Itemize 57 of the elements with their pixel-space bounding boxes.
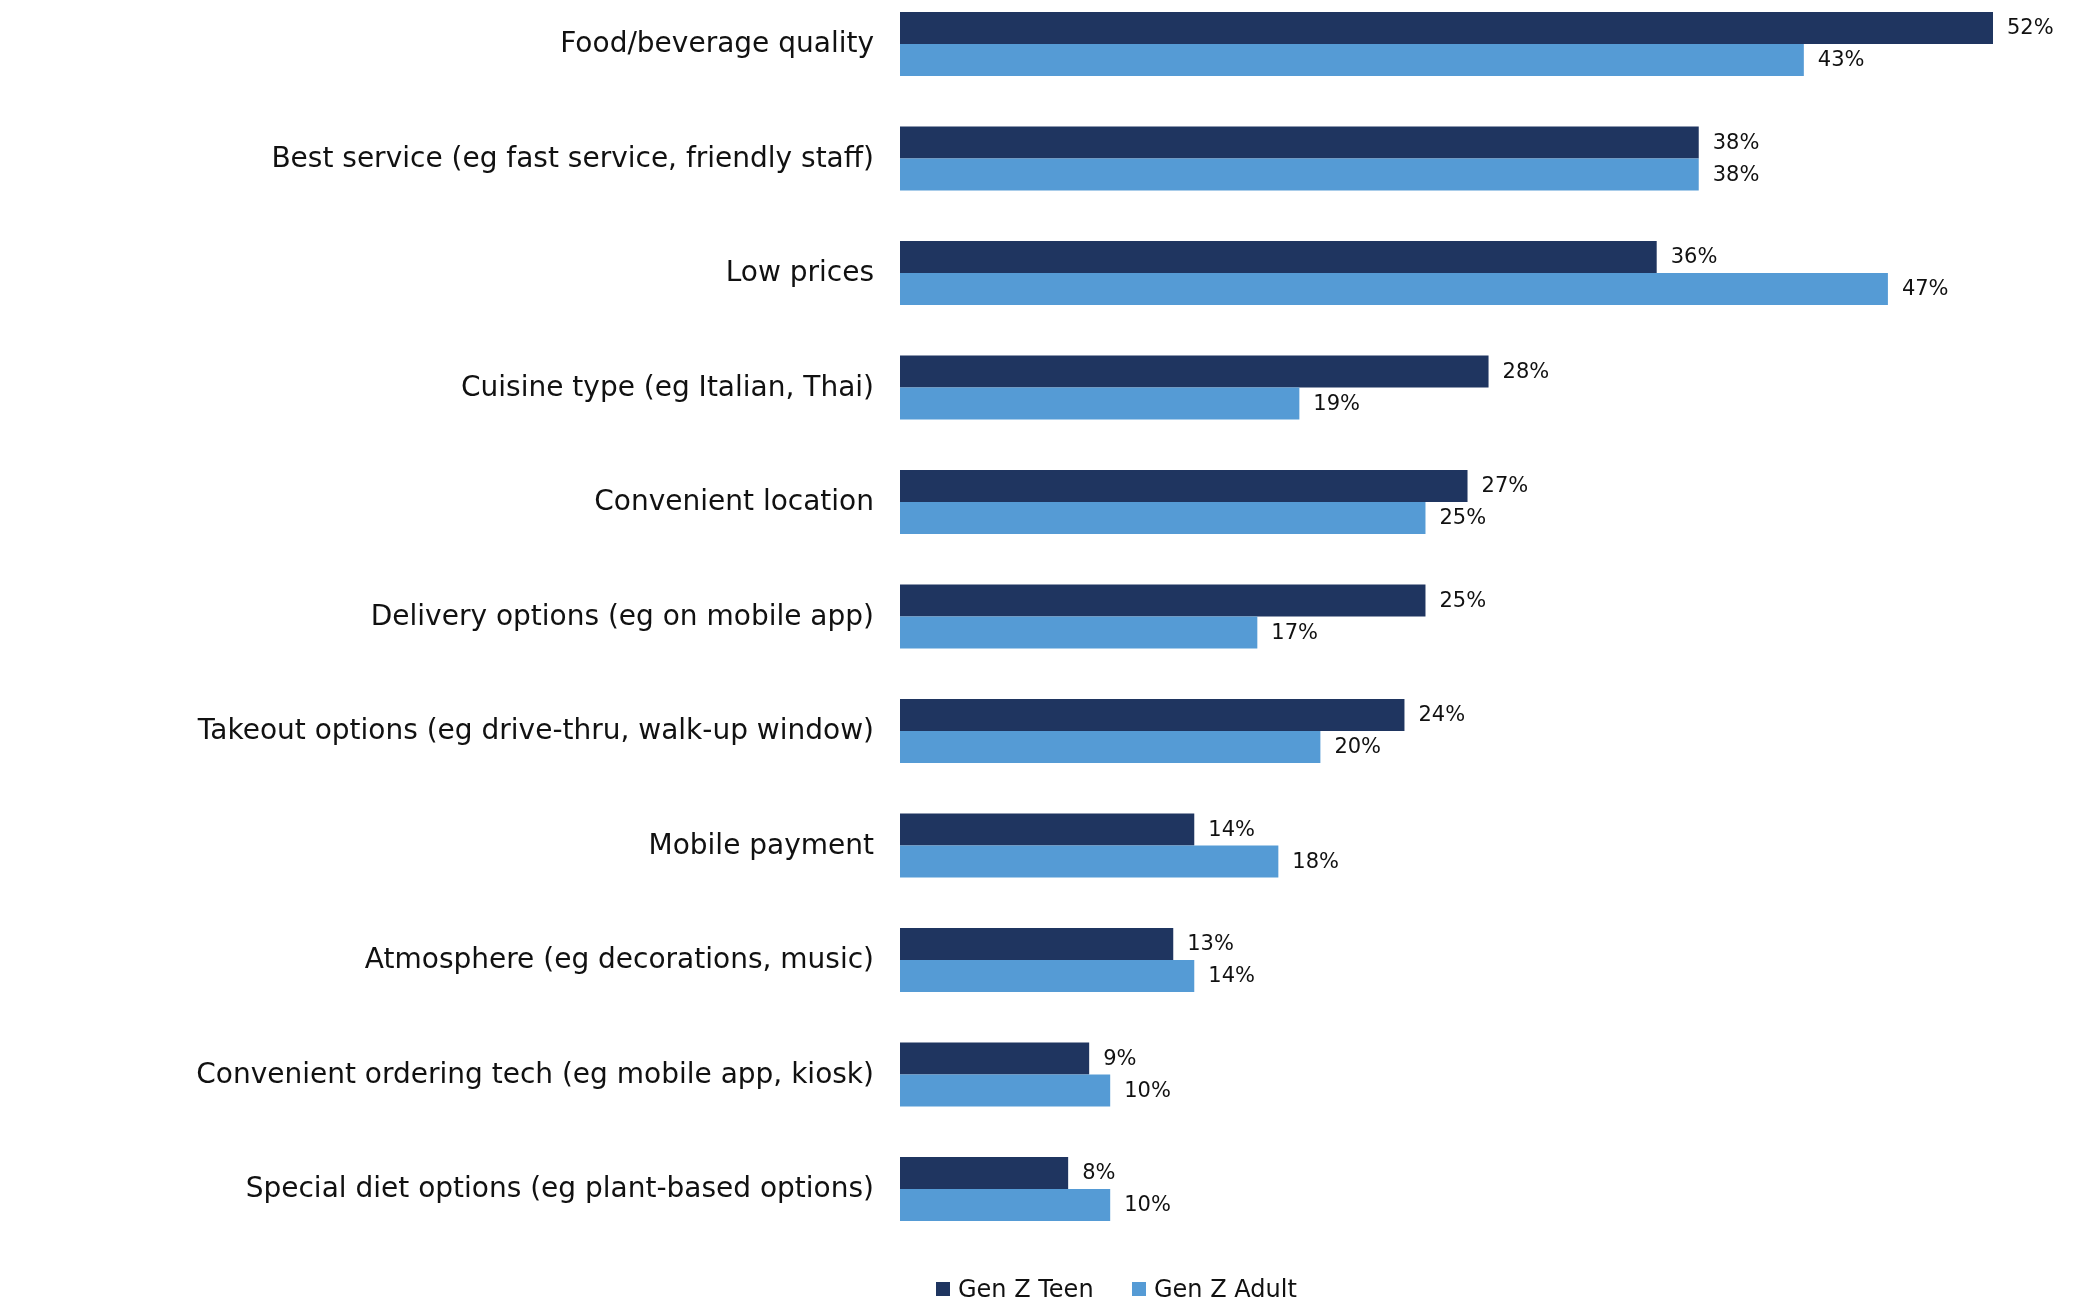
bar — [900, 12, 1993, 44]
data-label: 8% — [1082, 1160, 1116, 1184]
bar — [900, 1074, 1111, 1107]
bar — [900, 1189, 1111, 1221]
data-label: 43% — [1817, 47, 1865, 71]
y-tick-label: Best service (eg fast service, friendly staff) — [271, 140, 874, 174]
data-label: 28% — [1502, 358, 1550, 383]
y-tick-label: Takeout options (eg drive-thru, walk-up window) — [196, 713, 874, 746]
y-tick-label: Convenient location — [594, 484, 874, 517]
data-label: 13% — [1187, 931, 1234, 955]
bar — [900, 1042, 1090, 1075]
bar — [900, 584, 1426, 617]
data-label: 25% — [1439, 505, 1487, 529]
data-label: 10% — [1124, 1192, 1171, 1216]
bar — [900, 813, 1195, 846]
bar — [900, 241, 1657, 273]
y-tick-label: Delivery options (eg on mobile app) — [370, 598, 874, 632]
y-tick-label: Cuisine type (eg Italian, Thai) — [461, 369, 874, 403]
bar — [900, 960, 1195, 992]
bar — [900, 387, 1300, 420]
bar — [900, 126, 1699, 159]
data-label: 25% — [1439, 587, 1487, 612]
data-label: 38% — [1712, 161, 1760, 186]
y-tick-label: Atmosphere (eg decorations, music) — [364, 942, 874, 975]
legend-label: Gen Z Teen — [958, 1275, 1094, 1303]
bar — [900, 1157, 1069, 1189]
y-tick-label: Low prices — [725, 255, 874, 288]
data-label: 9% — [1103, 1045, 1137, 1070]
data-label: 14% — [1208, 816, 1255, 841]
data-label: 27% — [1481, 473, 1529, 497]
data-label: 20% — [1334, 734, 1382, 758]
bar — [900, 470, 1468, 502]
data-label: 18% — [1292, 848, 1340, 873]
bar — [900, 616, 1258, 649]
data-label: 17% — [1271, 619, 1319, 644]
data-label: 47% — [1901, 276, 1949, 300]
y-tick-label: Mobile payment — [648, 827, 875, 861]
data-label: 14% — [1208, 963, 1255, 987]
y-tick-label: Convenient ordering tech (eg mobile app, kiosk) — [196, 1056, 874, 1090]
legend-label: Gen Z Adult — [1154, 1275, 1297, 1303]
bar — [900, 44, 1804, 76]
bar — [900, 928, 1174, 960]
data-label: 10% — [1124, 1077, 1171, 1102]
data-label: 38% — [1712, 129, 1760, 154]
bar — [900, 355, 1489, 388]
data-label: 52% — [2007, 15, 2054, 39]
bar — [900, 158, 1699, 191]
bar — [900, 731, 1321, 763]
data-label: 36% — [1670, 244, 1718, 268]
data-label: 19% — [1313, 390, 1361, 415]
data-label: 24% — [1418, 702, 1466, 726]
bar — [900, 502, 1426, 534]
bar — [900, 273, 1888, 305]
bar — [900, 845, 1279, 878]
y-tick-label: Special diet options (eg plant-based options) — [245, 1171, 874, 1204]
bar — [900, 699, 1405, 731]
y-tick-label: Food/beverage quality — [560, 26, 874, 59]
